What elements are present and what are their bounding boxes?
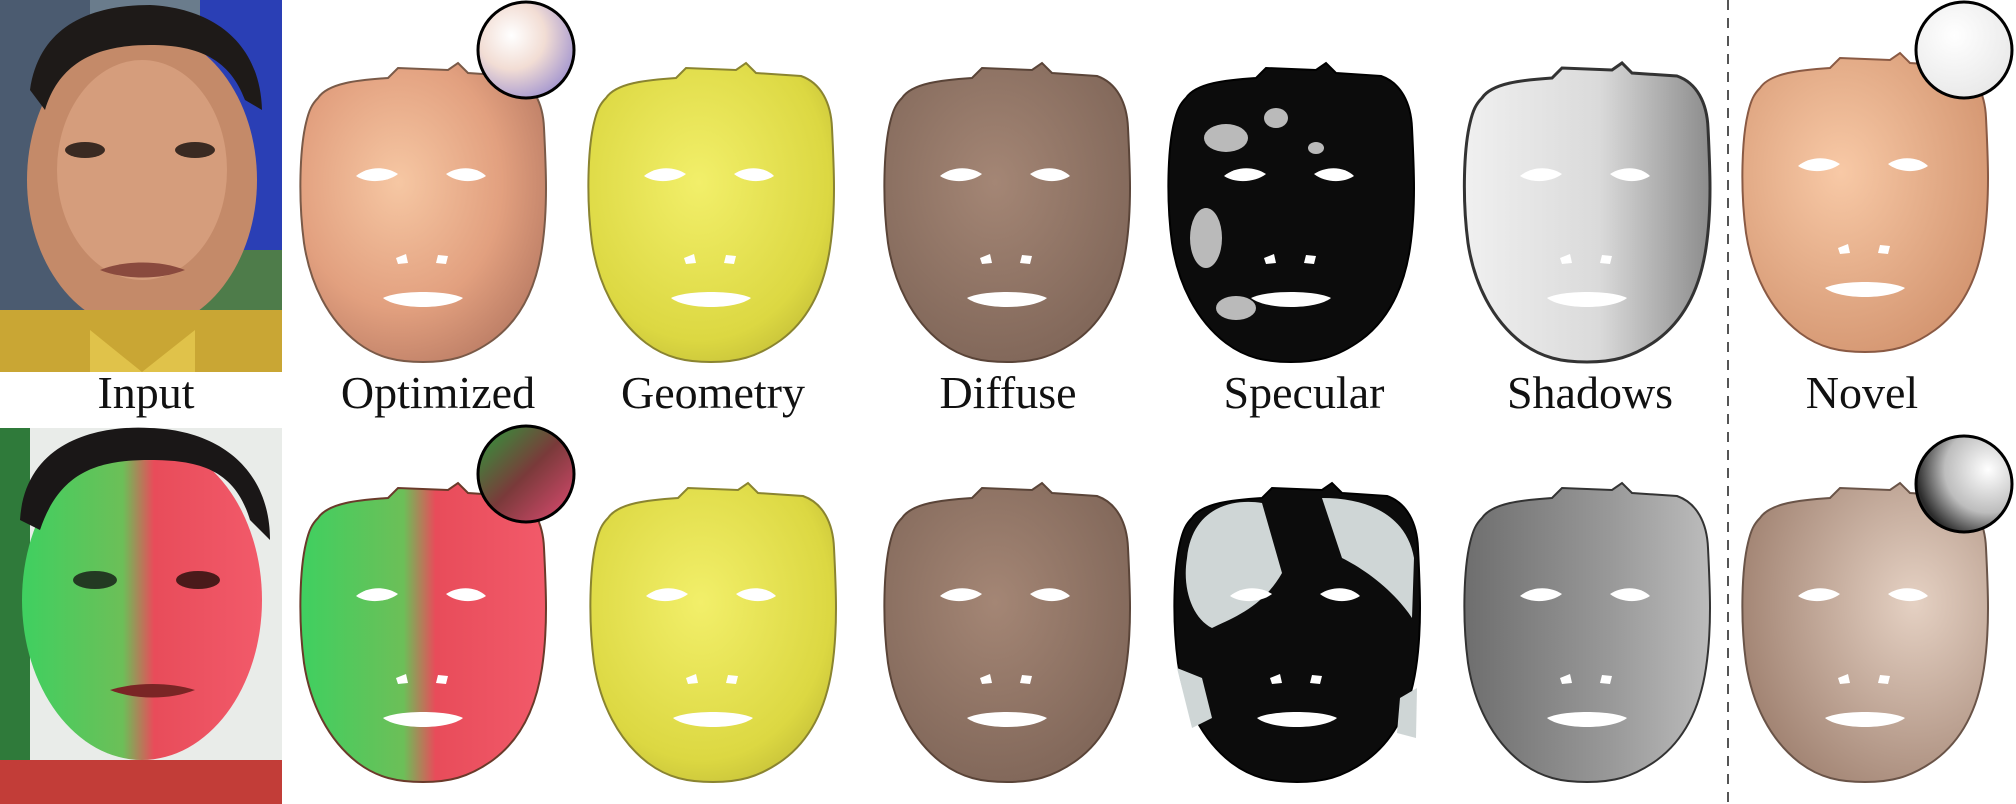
label-shadows: Shadows	[1507, 367, 1673, 418]
label-specular: Specular	[1224, 367, 1385, 418]
novel-face-top	[1742, 53, 1988, 352]
shadows-face-top	[1464, 63, 1710, 362]
lighting-sphere-optimized-bottom	[478, 426, 574, 522]
geometry-face-top	[588, 63, 834, 362]
label-input: Input	[97, 367, 194, 418]
label-diffuse: Diffuse	[939, 367, 1076, 418]
geometry-face-bottom	[590, 483, 836, 782]
input-photo-bottom	[0, 428, 282, 804]
specular-face-top	[1168, 63, 1414, 362]
lighting-sphere-novel-top	[1916, 2, 2012, 98]
optimized-face-bottom	[300, 483, 546, 782]
column-labels: Input Optimized Geometry Diffuse Specula…	[97, 367, 1918, 418]
label-geometry: Geometry	[621, 367, 805, 418]
specular-face-bottom	[1174, 483, 1420, 782]
lighting-sphere-novel-bottom	[1916, 436, 2012, 532]
label-novel: Novel	[1806, 367, 1918, 418]
label-optimized: Optimized	[341, 367, 535, 418]
shadows-face-bottom	[1464, 483, 1710, 782]
input-photo-top	[0, 0, 282, 372]
optimized-face-top	[300, 63, 546, 362]
diffuse-face-top	[884, 63, 1130, 362]
lighting-sphere-optimized-top	[478, 2, 574, 98]
diffuse-face-bottom	[884, 483, 1130, 782]
